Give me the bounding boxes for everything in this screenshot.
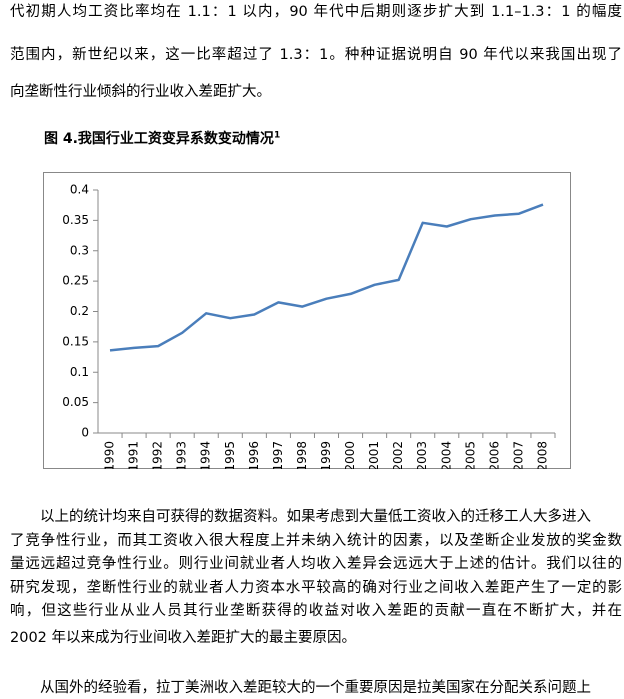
x-tick-label: 1996 bbox=[247, 441, 261, 469]
x-tick-label: 1999 bbox=[319, 441, 333, 469]
text-line: 了竞争性行业，而其工资收入很大程度上并未纳入统计的因素，以及垄断企业发放的奖金数 bbox=[10, 533, 622, 549]
y-tick-label: 0.25 bbox=[62, 274, 89, 288]
y-tick-label: 0 bbox=[81, 426, 89, 440]
text-line: 向垄断性行业倾斜的行业收入差距扩大。 bbox=[10, 84, 271, 100]
x-tick-label: 2004 bbox=[439, 441, 453, 469]
figure-caption: 图 4.我国行业工资变异系数变动情况1 bbox=[44, 128, 280, 148]
chart-frame bbox=[43, 172, 571, 469]
x-tick-label: 2007 bbox=[511, 441, 525, 469]
text-line: 研究发现，垄断性行业的就业者人力资本水平较高的确对行业之间收入差距产生了一定的影 bbox=[10, 580, 622, 596]
text-line: 响，但这些行业从业人员其行业垄断获得的收益对收入差距的贡献一直在不断扩大，并在 bbox=[10, 603, 622, 619]
x-tick-label: 1998 bbox=[295, 441, 309, 469]
text-line: 代初期人均工资比率均在 1.1：1 以内，90 年代中后期则逐步扩大到 1.1–… bbox=[10, 4, 622, 20]
x-tick-label: 1995 bbox=[223, 441, 237, 469]
footnote-ref: 1 bbox=[273, 130, 281, 141]
y-tick-label: 0.15 bbox=[62, 334, 89, 348]
y-tick-label: 0.2 bbox=[70, 304, 89, 318]
x-tick-label: 2001 bbox=[367, 441, 381, 469]
x-tick-label: 2006 bbox=[487, 441, 501, 469]
text-line: 量远远超过竞争性行业。则行业间就业者人均收入差异会远远大于上述的估计。我们以往的 bbox=[10, 556, 622, 572]
text-line: 2002 年以来成为行业间收入差距扩大的最主要原因。 bbox=[10, 630, 357, 646]
chart: 0 0.05 0.1 0.15 0.2 0.25 0.3 0.35 0.4 1990 1991 199… bbox=[43, 172, 571, 469]
data-line bbox=[109, 203, 544, 352]
caption-text: 图 4.我国行业工资变异系数变动情况 bbox=[44, 131, 274, 147]
x-tick-label: 2005 bbox=[463, 441, 477, 469]
x-tick-label: 1997 bbox=[271, 441, 285, 469]
text-line: 从国外的经验看，拉丁美洲收入差距较大的一个重要原因是拉美国家在分配关系问题上 bbox=[40, 680, 591, 696]
y-tick-label: 0.4 bbox=[70, 183, 89, 197]
x-tick-label: 1991 bbox=[127, 441, 141, 469]
x-tick-label: 2003 bbox=[415, 441, 429, 469]
x-tick-label: 2000 bbox=[343, 441, 357, 469]
y-tick-label: 0.1 bbox=[70, 365, 89, 379]
y-tick-label: 0.35 bbox=[62, 213, 89, 227]
x-tick-label: 2008 bbox=[535, 441, 549, 469]
x-tick-label: 1993 bbox=[175, 441, 189, 469]
text-line: 范围内，新世纪以来，这一比率超过了 1.3：1。种种证据说明自 90 年代以来我… bbox=[10, 47, 622, 63]
y-tick-label: 0.05 bbox=[62, 395, 89, 409]
x-tick-label: 1994 bbox=[199, 441, 213, 469]
x-tick-label: 1992 bbox=[151, 441, 165, 469]
y-tick-label: 0.3 bbox=[70, 243, 89, 257]
x-tick-label: 2002 bbox=[391, 441, 405, 469]
x-tick-label: 1990 bbox=[103, 441, 117, 469]
text-line: 以上的统计均来自可获得的数据资料。如果考虑到大量低工资收入的迁移工人大多进入 bbox=[40, 509, 591, 525]
